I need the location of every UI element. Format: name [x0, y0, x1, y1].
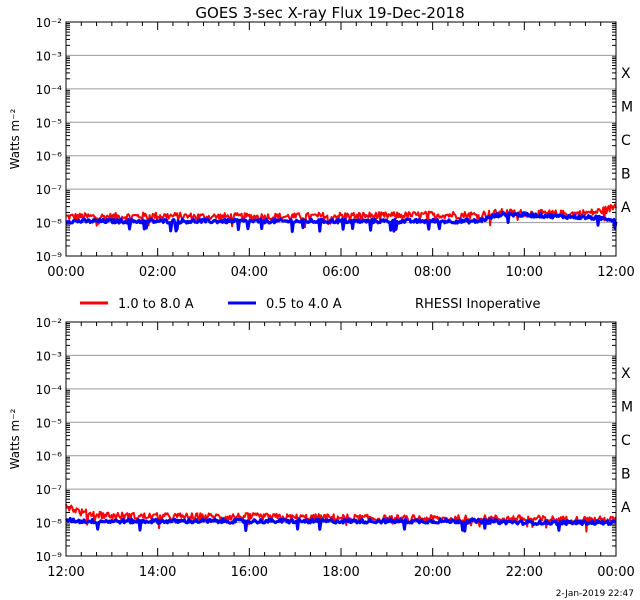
panel-2: 10⁻⁹ 10⁻⁸ 10⁻⁷ 10⁻⁶ 10⁻⁵ 10⁻⁴ 10⁻³ 10⁻² 12:00 14:…: [8, 316, 635, 580]
y-tick-label: 10⁻²: [36, 316, 63, 330]
y-tick-label: 10⁻⁸: [36, 217, 63, 231]
x-tick-label: 16:00: [231, 565, 268, 580]
x-tick-label: 04:00: [231, 265, 268, 280]
x-tick-label: 00:00: [47, 265, 84, 280]
panel-1: 10⁻⁹ 10⁻⁸ 10⁻⁷ 10⁻⁶ 10⁻⁵ 10⁻⁴ 10⁻³ 10⁻² 00:00 02:…: [8, 16, 635, 280]
flare-class-c: C: [621, 133, 631, 149]
x-tick-label: 10:00: [506, 265, 543, 280]
x-tick-label: 00:00: [597, 565, 634, 580]
y-axis-label: Watts m⁻²: [8, 108, 22, 169]
x-tick-label: 02:00: [139, 265, 176, 280]
flare-class-x: X: [621, 366, 631, 382]
y-tick-label: 10⁻⁹: [36, 250, 63, 264]
flare-class-x: X: [621, 66, 631, 82]
y-tick-label: 10⁻⁴: [36, 383, 63, 397]
plot-frame: [65, 21, 617, 257]
y-tick-label: 10⁻⁵: [36, 116, 63, 130]
y-tick-label: 10⁻³: [36, 349, 63, 363]
y-tick-label: 10⁻⁶: [36, 450, 63, 464]
legend-label-long: 1.0 to 8.0 A: [118, 297, 194, 312]
flare-class-a: A: [621, 200, 631, 216]
y-tick-label: 10⁻³: [36, 49, 63, 63]
y-tick-label: 10⁻⁹: [36, 550, 63, 564]
flare-class-a: A: [621, 500, 631, 516]
series-line-short: [65, 210, 618, 233]
x-tick-label: 06:00: [322, 265, 359, 280]
y-tick-label: 10⁻⁷: [36, 483, 63, 497]
flare-class-m: M: [621, 100, 633, 116]
legend-label-short: 0.5 to 4.0 A: [266, 297, 342, 312]
x-tick-label: 12:00: [597, 265, 634, 280]
x-tick-label: 12:00: [47, 565, 84, 580]
x-tick-label: 20:00: [414, 565, 451, 580]
series-line-short: [64, 516, 617, 533]
y-tick-label: 10⁻⁷: [36, 183, 63, 197]
x-tick-label: 14:00: [139, 565, 176, 580]
y-tick-label: 10⁻⁸: [36, 517, 63, 531]
flare-class-b: B: [621, 166, 631, 182]
flare-class-c: C: [621, 433, 631, 449]
y-tick-label: 10⁻⁵: [36, 416, 63, 430]
x-tick-label: 08:00: [414, 265, 451, 280]
legend: 1.0 to 8.0 A 0.5 to 4.0 A RHESSI Inopera…: [80, 297, 540, 312]
y-tick-label: 10⁻⁴: [36, 83, 63, 97]
rhessi-status-note: RHESSI Inoperative: [415, 297, 540, 312]
chart-title: GOES 3-sec X-ray Flux 19-Dec-2018: [195, 4, 464, 22]
plot-frame: [65, 321, 617, 557]
flare-class-m: M: [621, 400, 633, 416]
x-tick-label: 18:00: [322, 565, 359, 580]
series-line-long: [65, 504, 617, 533]
y-tick-label: 10⁻⁶: [36, 150, 63, 164]
flare-class-b: B: [621, 466, 631, 482]
y-tick-label: 10⁻²: [36, 16, 63, 30]
y-axis-label: Watts m⁻²: [8, 408, 22, 469]
panels: 10⁻⁹ 10⁻⁸ 10⁻⁷ 10⁻⁶ 10⁻⁵ 10⁻⁴ 10⁻³ 10⁻² 00:00 02:…: [8, 16, 635, 580]
x-tick-label: 22:00: [506, 565, 543, 580]
timestamp: 2-Jan-2019 22:47: [556, 589, 634, 599]
